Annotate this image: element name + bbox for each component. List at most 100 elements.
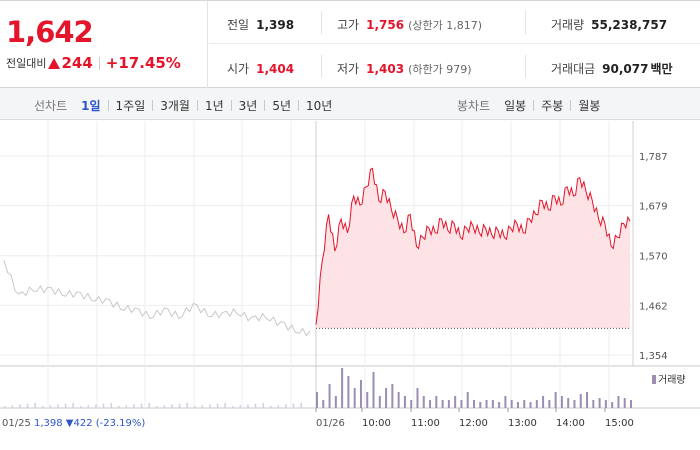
price-area-fill bbox=[316, 168, 630, 329]
high-value: 1,756 bbox=[366, 18, 405, 32]
volume-bar bbox=[422, 396, 425, 408]
upper-limit-note: (상한가 1,817) bbox=[408, 19, 482, 32]
volume-bar bbox=[485, 400, 488, 408]
volume-legend-swatch bbox=[652, 375, 656, 384]
low-label: 저가 bbox=[337, 62, 360, 76]
volume-bar bbox=[535, 400, 538, 408]
prev-volume-bar bbox=[292, 403, 295, 408]
tab-daily-candle[interactable]: 일봉 bbox=[504, 99, 527, 113]
prev-volume-bar bbox=[254, 403, 257, 408]
prev-volume-bar bbox=[148, 402, 150, 408]
price-change: 전일대비 244 +17.45% bbox=[6, 54, 181, 72]
prev-volume-bar bbox=[57, 404, 59, 408]
volume-bar bbox=[347, 376, 350, 408]
amount-cell: 거래대금 90,077 백만 bbox=[551, 60, 673, 77]
prev-volume-bar bbox=[216, 403, 219, 408]
prev-volume-bar bbox=[262, 402, 264, 408]
prev-volume-bar bbox=[102, 403, 105, 408]
prev-volume-bar bbox=[247, 404, 249, 408]
tab-5year[interactable]: 5년 bbox=[272, 99, 292, 113]
amount-label: 거래대금 bbox=[551, 62, 596, 76]
volume-bar bbox=[510, 400, 513, 408]
volume-bar bbox=[385, 388, 388, 408]
prev-volume-bar bbox=[26, 403, 29, 408]
divider bbox=[570, 100, 572, 111]
volume-bar bbox=[429, 400, 432, 408]
volume-label: 거래량 bbox=[551, 18, 585, 32]
volume-bar bbox=[441, 400, 444, 408]
stats-row: 시가 1,404 저가 1,403 (하한가 979) 거래대금 90,077 백만 bbox=[209, 45, 700, 88]
prev-volume-bar bbox=[300, 402, 302, 408]
volume-bar bbox=[516, 402, 519, 408]
prev-volume-bar bbox=[239, 405, 242, 408]
volume-bar bbox=[548, 400, 551, 408]
prev-volume-bar bbox=[140, 403, 143, 408]
change-rate: +17.45% bbox=[105, 54, 181, 72]
volume-bar bbox=[341, 368, 344, 408]
volume-bar bbox=[372, 372, 375, 408]
high-label: 고가 bbox=[337, 18, 360, 32]
amount-value: 90,077 bbox=[602, 62, 649, 76]
prev-volume-bar bbox=[163, 405, 166, 408]
prev-volume-bar bbox=[4, 406, 6, 408]
prev-volume-bar bbox=[64, 403, 67, 408]
tab-1day[interactable]: 1일 bbox=[81, 99, 101, 113]
volume-bar bbox=[617, 396, 620, 408]
volume-bar bbox=[586, 392, 589, 408]
prev-volume-bar bbox=[11, 405, 14, 408]
open-value: 1,404 bbox=[256, 62, 295, 76]
prev-volume-bar bbox=[42, 406, 44, 408]
prev-volume-bar bbox=[95, 404, 97, 408]
divider bbox=[152, 100, 154, 111]
volume-bar bbox=[554, 392, 557, 408]
price-box: 1,642 전일대비 244 +17.45% bbox=[0, 1, 208, 88]
prev-volume-bar bbox=[118, 406, 120, 408]
prev-close-cell: 전일 1,398 bbox=[227, 16, 294, 33]
prev-volume-bar bbox=[19, 404, 21, 408]
volume-bar bbox=[403, 396, 406, 408]
tab-monthly-candle[interactable]: 월봉 bbox=[578, 99, 601, 113]
x-tick-label: 11:00 bbox=[411, 418, 440, 429]
up-triangle-icon bbox=[48, 57, 61, 69]
prev-volume-bar bbox=[194, 406, 196, 408]
price-chart: 1,787 1,679 1,570 1,462 1,354 거래량 01/26 10:00 11… bbox=[0, 121, 700, 429]
tab-10year[interactable]: 10년 bbox=[306, 99, 333, 113]
volume-bar bbox=[611, 402, 614, 408]
prev-volume-bar bbox=[224, 402, 226, 408]
tab-weekly-candle[interactable]: 주봉 bbox=[541, 99, 564, 113]
prev-volume-bar bbox=[209, 404, 211, 408]
tab-1year[interactable]: 1년 bbox=[204, 99, 224, 113]
low-cell: 저가 1,403 (하한가 979) bbox=[337, 60, 472, 77]
volume-bar bbox=[466, 392, 469, 408]
volume-bar bbox=[598, 398, 601, 408]
volume-bar bbox=[328, 384, 331, 408]
tab-1week[interactable]: 1주일 bbox=[115, 99, 146, 113]
prev-close-label: 전일 bbox=[227, 18, 250, 32]
volume-bar bbox=[454, 396, 457, 408]
tab-3year[interactable]: 3년 bbox=[238, 99, 258, 113]
open-label: 시가 bbox=[227, 62, 250, 76]
line-chart-tabs: 선차트 1일 1주일 3개월 1년 3년 5년 10년 bbox=[34, 97, 332, 114]
tab-3month[interactable]: 3개월 bbox=[160, 99, 190, 113]
divider bbox=[533, 100, 535, 111]
volume-bar bbox=[523, 400, 526, 408]
prev-volume-bar bbox=[178, 403, 181, 408]
prev-volume-bar bbox=[171, 404, 173, 408]
prev-volume-bar bbox=[186, 402, 188, 408]
volume-legend-label: 거래량 bbox=[658, 374, 686, 386]
y-tick-label: 1,354 bbox=[639, 351, 668, 362]
volume-bar bbox=[479, 402, 482, 408]
prev-volume-bar bbox=[156, 406, 158, 408]
quote-header: 1,642 전일대비 244 +17.45% 전일 1,398 고가 1,756 (상… bbox=[0, 0, 700, 88]
prev-volume-bar bbox=[49, 405, 52, 408]
y-tick-label: 1,570 bbox=[639, 252, 668, 263]
x-tick-label: 01/26 bbox=[316, 418, 345, 429]
open-cell: 시가 1,404 bbox=[227, 60, 294, 77]
divider bbox=[196, 100, 198, 111]
volume-bar bbox=[473, 400, 475, 408]
volume-bar bbox=[416, 388, 419, 408]
volume-bar bbox=[623, 398, 626, 408]
volume-bar bbox=[359, 380, 362, 408]
volume-cell: 거래량 55,238,757 bbox=[551, 16, 667, 33]
divider bbox=[98, 56, 100, 70]
